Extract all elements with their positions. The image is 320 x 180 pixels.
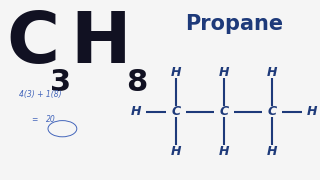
Text: H: H <box>219 145 229 158</box>
Text: H: H <box>307 105 317 118</box>
Text: H: H <box>171 145 181 158</box>
Text: H: H <box>267 145 277 158</box>
Text: H: H <box>70 9 131 78</box>
Text: 20: 20 <box>46 115 56 124</box>
Text: H: H <box>171 66 181 78</box>
Text: 4(3) + 1(8): 4(3) + 1(8) <box>19 90 62 99</box>
Text: H: H <box>267 66 277 78</box>
Text: C: C <box>268 105 276 118</box>
Text: H: H <box>131 105 141 118</box>
Text: 3: 3 <box>50 68 71 97</box>
Text: =: = <box>32 115 41 124</box>
Text: 8: 8 <box>126 68 148 97</box>
Text: C: C <box>220 105 228 118</box>
Text: C: C <box>172 105 180 118</box>
Text: H: H <box>219 66 229 78</box>
Text: Propane: Propane <box>186 14 284 34</box>
Text: C: C <box>6 9 60 78</box>
